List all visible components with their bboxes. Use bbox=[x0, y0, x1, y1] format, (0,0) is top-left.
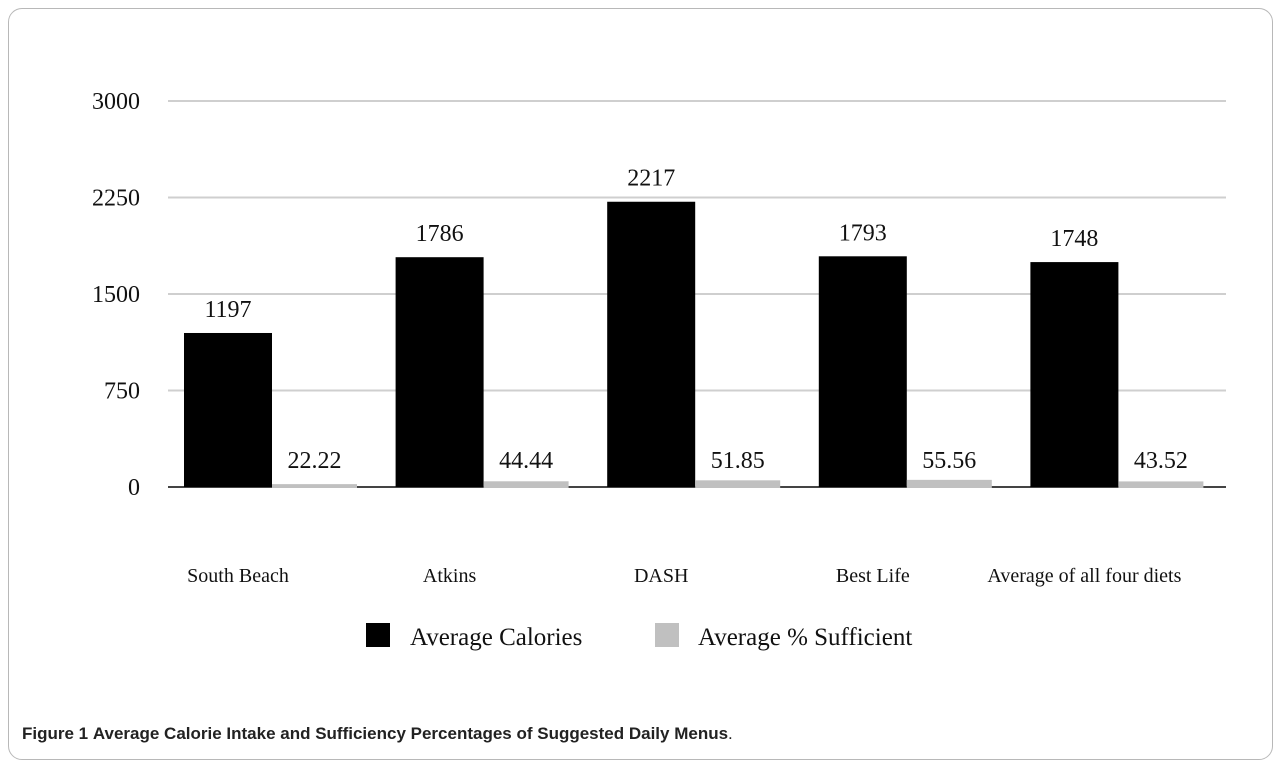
y-tick-label: 1500 bbox=[92, 282, 140, 308]
data-label-average-calories: 1793 bbox=[839, 220, 887, 246]
y-tick-label: 0 bbox=[128, 475, 140, 501]
bar-average-calories bbox=[184, 332, 272, 487]
legend-label-average-percent-sufficient: Average % Sufficient bbox=[698, 624, 912, 651]
legend-swatch-average-calories bbox=[366, 623, 390, 647]
x-axis: South Beach Atkins DASH Best Life Average of… bbox=[187, 565, 1181, 587]
data-label-average-percent-sufficient: 44.44 bbox=[499, 448, 553, 474]
data-label-average-calories: 1786 bbox=[416, 221, 464, 247]
legend-swatch-average-percent-sufficient bbox=[655, 623, 679, 647]
x-category-label: Average of all four diets bbox=[987, 565, 1181, 587]
y-axis: 0 750 1500 2250 3000 bbox=[92, 89, 140, 501]
figure-caption: Figure 1 Average Calorie Intake and Suff… bbox=[22, 724, 733, 744]
y-tick-label: 750 bbox=[104, 379, 140, 405]
x-category-label: South Beach bbox=[187, 565, 289, 587]
data-label-average-calories: 2217 bbox=[627, 166, 675, 192]
bar-average-calories bbox=[395, 257, 484, 487]
data-label-average-percent-sufficient: 43.52 bbox=[1134, 448, 1188, 474]
bar-average-percent-sufficient bbox=[483, 481, 569, 488]
figure-title: Average Calorie Intake and Sufficiency P… bbox=[92, 724, 729, 743]
y-tick-label: 3000 bbox=[92, 89, 140, 115]
x-category-label: Best Life bbox=[836, 565, 910, 587]
data-label-average-calories: 1197 bbox=[204, 297, 251, 323]
data-label-average-percent-sufficient: 22.22 bbox=[288, 448, 342, 474]
data-label-average-calories: 1748 bbox=[1050, 226, 1098, 252]
bar-average-percent-sufficient bbox=[1118, 481, 1204, 488]
bar-average-percent-sufficient bbox=[906, 479, 992, 488]
bar-average-calories bbox=[607, 201, 696, 487]
bar-average-percent-sufficient bbox=[272, 484, 357, 488]
bars bbox=[184, 201, 1204, 488]
data-label-average-percent-sufficient: 55.56 bbox=[922, 448, 976, 474]
legend-label-average-calories: Average Calories bbox=[410, 624, 582, 651]
y-tick-label: 2250 bbox=[92, 186, 140, 212]
figure-label: Figure 1 bbox=[22, 724, 89, 743]
bar-average-calories bbox=[1030, 262, 1119, 487]
x-category-label: DASH bbox=[634, 565, 688, 587]
x-category-label: Atkins bbox=[423, 565, 477, 587]
data-labels: 1197 22.22 1786 44.44 2217 51.85 1793 55.56 1748… bbox=[204, 166, 1187, 474]
bar-average-calories bbox=[818, 256, 907, 487]
bar-average-percent-sufficient bbox=[695, 480, 781, 488]
data-label-average-percent-sufficient: 51.85 bbox=[711, 448, 765, 474]
caption-end: . bbox=[728, 724, 733, 743]
legend: Average Calories Average % Sufficient bbox=[366, 623, 912, 651]
